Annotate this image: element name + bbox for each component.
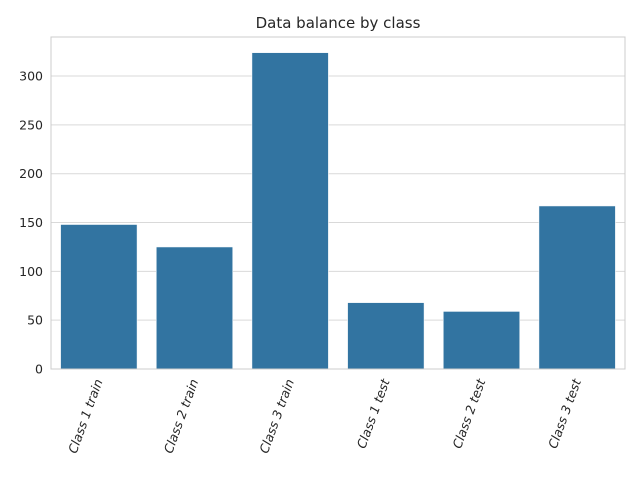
- chart-title: Data balance by class: [256, 14, 421, 32]
- y-tick-label: 150: [19, 215, 43, 230]
- x-tick-label: Class 3 train: [256, 377, 297, 455]
- grid-lines: [51, 75, 625, 370]
- bar-class-3-test: [538, 205, 616, 370]
- bar-class-1-train: [60, 224, 138, 370]
- y-tick-label: 300: [19, 69, 43, 84]
- y-tick-label: 50: [27, 313, 43, 328]
- y-tick-label: 0: [35, 362, 43, 377]
- bar-class-3-train: [251, 52, 329, 370]
- bar-class-1-test: [347, 302, 425, 370]
- x-tick-label: Class 2 train: [161, 377, 202, 455]
- x-tick-label: Class 3 test: [545, 376, 584, 451]
- y-tick-label: 100: [19, 264, 43, 279]
- x-tick-label: Class 1 test: [354, 376, 393, 451]
- plot-frame: [50, 36, 626, 370]
- x-tick-label: Class 1 train: [65, 377, 106, 455]
- x-tick-label: Class 2 test: [449, 376, 488, 451]
- bar-class-2-train: [155, 246, 234, 370]
- y-axis-ticks: 0 50 100 150 200 250 300: [19, 69, 43, 377]
- y-tick-label: 250: [19, 117, 43, 132]
- bars: [60, 52, 616, 370]
- x-axis-ticks: Class 1 train Class 2 train Class 3 train C…: [65, 376, 584, 455]
- y-tick-label: 200: [19, 166, 43, 181]
- bar-class-2-test: [442, 311, 521, 370]
